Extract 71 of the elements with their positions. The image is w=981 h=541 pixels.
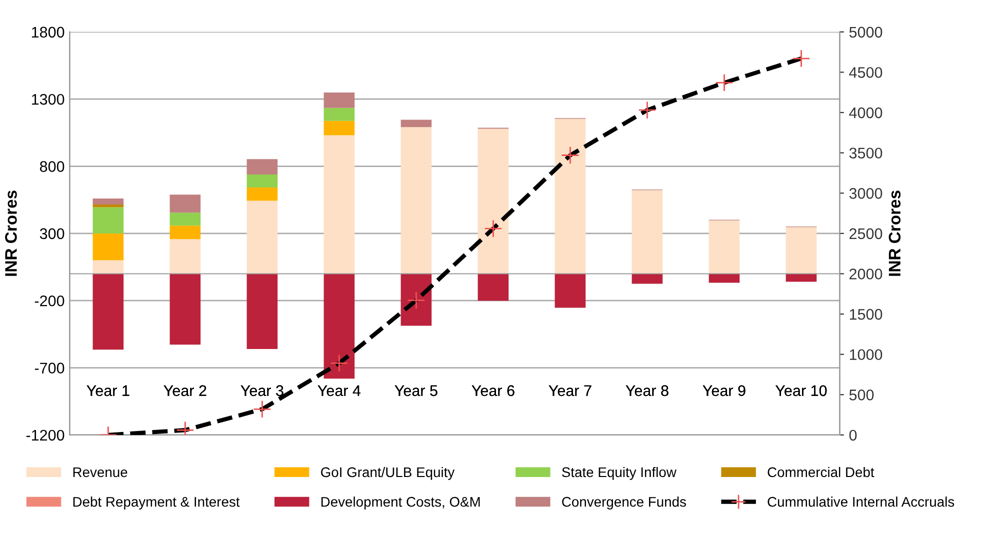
bar: [92, 260, 124, 274]
bar: [92, 233, 124, 260]
bar: [708, 274, 740, 283]
bar: [786, 227, 817, 274]
x-tick-label: Year 6: [472, 385, 514, 396]
bar: [632, 274, 663, 284]
x-tick-label: Year 5: [394, 385, 438, 396]
legend-label: GoI Grant/ULB Equity: [321, 466, 455, 480]
y2-tick-label: 1000: [850, 349, 882, 360]
bar: [92, 274, 124, 350]
y-tick-label: -700: [34, 362, 64, 374]
x-tick-label: Year 1: [86, 385, 130, 396]
y-tick-label: -1200: [26, 430, 64, 441]
legend-label: Commercial Debt: [768, 466, 874, 478]
bar: [324, 135, 355, 274]
bar: [400, 127, 432, 274]
bar: [170, 212, 201, 226]
bar: [92, 198, 124, 205]
bar: [478, 128, 509, 274]
bar: [246, 274, 278, 349]
y2-tick-label: 2500: [850, 228, 882, 240]
y-tick-label: -200: [34, 295, 64, 306]
bar: [786, 274, 817, 282]
bar: [92, 204, 124, 208]
x-tick-label: Year 8: [626, 385, 668, 396]
bar: [92, 207, 124, 234]
x-tick-label: Year 4: [318, 385, 361, 396]
y2-tick-label: 0: [849, 430, 857, 441]
bar: [554, 274, 586, 308]
y2-axis-title: INR Crores: [888, 190, 901, 276]
y2-tick-label: 500: [849, 390, 874, 400]
y-axis-title: INR Crores: [5, 190, 17, 276]
x-tick-label: Year 10: [776, 385, 827, 396]
y2-tick-label: 1500: [850, 308, 882, 320]
legend-label: Convergence Funds: [562, 496, 686, 510]
bar: [170, 226, 201, 240]
x-tick-label: Year 7: [548, 385, 592, 396]
y2-tick-label: 5000: [849, 26, 882, 38]
y2-tick-label: 3000: [849, 188, 882, 199]
y2-tick-label: 2000: [850, 268, 882, 280]
bar: [246, 174, 278, 188]
bar: [170, 194, 201, 213]
legend-label: Debt Repayment & Interest: [73, 496, 240, 510]
bar: [554, 118, 586, 274]
bar: [478, 274, 509, 301]
bar: [632, 190, 663, 274]
y2-tick-label: 4000: [849, 107, 882, 118]
y-tick-label: 1800: [32, 26, 64, 38]
legend-label: Revenue: [73, 467, 128, 478]
bar: [170, 239, 201, 274]
bar: [246, 159, 278, 174]
y-tick-label: 300: [40, 228, 64, 240]
x-tick-label: Year 2: [164, 385, 206, 396]
y2-tick-label: 4500: [849, 67, 882, 78]
y-tick-label: 1300: [32, 94, 64, 105]
bar: [324, 274, 355, 379]
y-tick-label: 800: [40, 161, 64, 172]
bar: [708, 220, 740, 274]
legend-label: State Equity Inflow: [562, 466, 676, 480]
bar: [324, 92, 355, 108]
bar: [400, 120, 432, 128]
bar: [246, 200, 278, 274]
legend-label: Development Costs, O&M: [321, 496, 480, 510]
x-tick-label: Year 9: [702, 385, 746, 396]
bar: [324, 120, 355, 136]
legend-label: Cummulative Internal Accruals: [768, 496, 954, 507]
y2-tick-label: 3500: [849, 148, 882, 159]
x-tick-label: Year 3: [240, 385, 284, 396]
bar: [246, 187, 278, 201]
bar: [324, 108, 355, 121]
bar: [170, 274, 201, 345]
